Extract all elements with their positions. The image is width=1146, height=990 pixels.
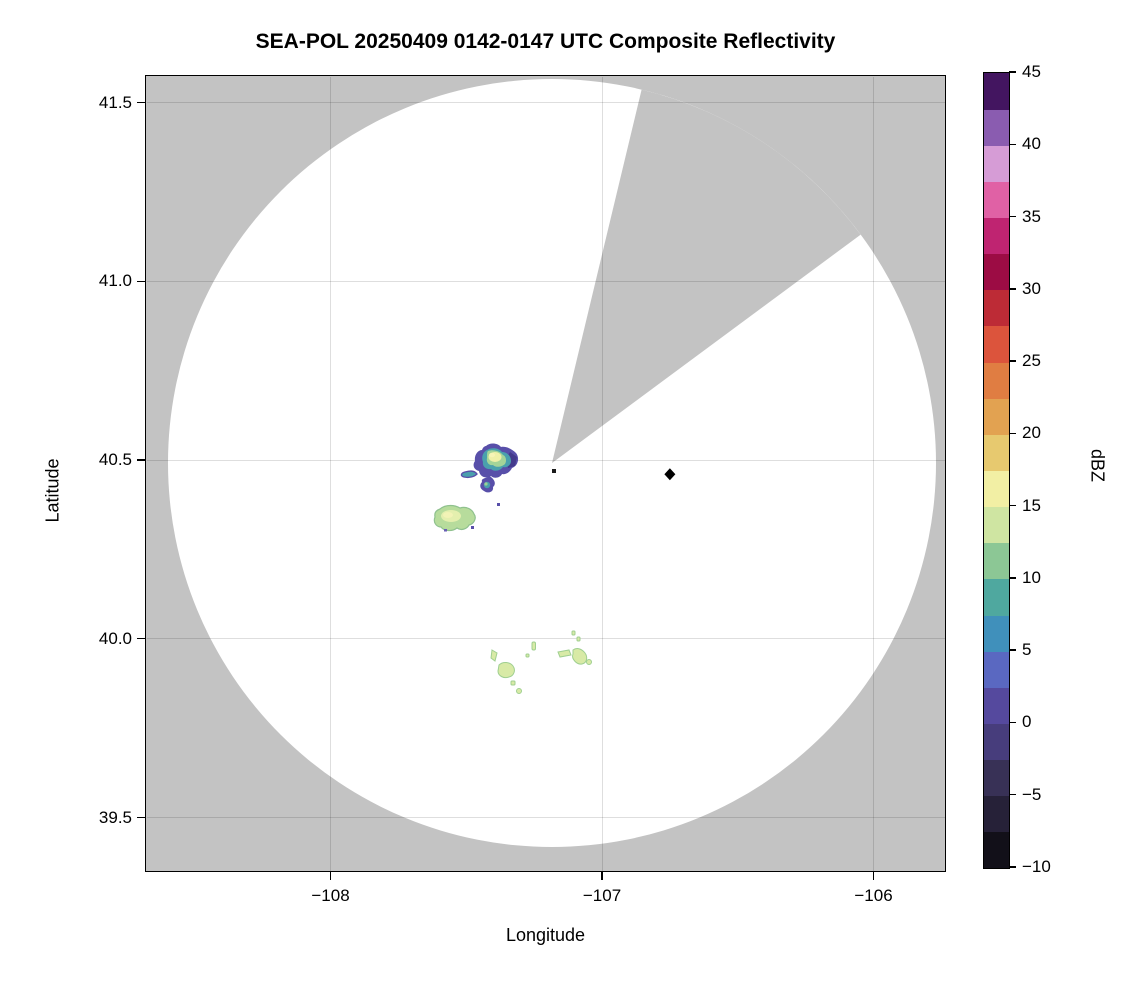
echo-second-cell	[433, 504, 476, 532]
colorbar-band	[984, 289, 1009, 327]
colorbar-tick-label: 15	[1022, 495, 1041, 515]
colorbar-tick	[1009, 504, 1016, 507]
colorbar-band	[984, 723, 1009, 761]
colorbar-tick-label: 35	[1022, 206, 1041, 226]
colorbar-band	[984, 578, 1009, 616]
y-tick	[137, 459, 145, 461]
colorbar-band	[984, 651, 1009, 688]
radar-site-dot	[552, 469, 556, 473]
colorbar-band	[984, 434, 1009, 471]
y-gridline	[146, 817, 945, 818]
diamond-marker	[664, 468, 676, 481]
colorbar-band	[984, 759, 1009, 797]
colorbar-band	[984, 615, 1009, 652]
colorbar-band	[984, 398, 1009, 435]
colorbar-tick	[1009, 215, 1016, 218]
x-tick	[872, 872, 875, 880]
y-tick-label: 39.5	[98, 807, 132, 827]
y-tick-label: 40.0	[98, 628, 132, 648]
colorbar-band	[984, 109, 1009, 146]
nodata-outside-ring	[145, 75, 946, 872]
echo-scattered-cluster	[490, 630, 592, 694]
y-tick	[137, 638, 145, 640]
y-tick-label: 40.5	[98, 450, 132, 469]
x-tick-label: −108	[311, 886, 350, 905]
colorbar-tick-label: 45	[1022, 62, 1041, 81]
colorbar-tick-label: 0	[1022, 712, 1032, 732]
colorbar-band	[984, 217, 1009, 255]
y-tick	[137, 816, 145, 819]
x-tick-label: −107	[582, 886, 622, 905]
colorbar-tick-label: 30	[1022, 278, 1041, 298]
y-tick-label: 41.0	[98, 271, 132, 291]
y-tick	[137, 280, 145, 282]
colorbar-band	[984, 325, 1009, 363]
x-gridline	[601, 76, 603, 871]
colorbar-tick	[1009, 360, 1016, 362]
colorbar-tick	[1009, 721, 1016, 724]
y-axis-label: Latitude	[42, 458, 63, 523]
colorbar-tick	[1009, 649, 1016, 651]
y-tick-label: 41.5	[98, 92, 132, 112]
colorbar-band	[984, 253, 1009, 291]
x-tick	[601, 872, 603, 880]
y-tick	[137, 101, 145, 104]
colorbar-tick-label: 5	[1022, 640, 1032, 660]
colorbar-tick-label: 25	[1022, 351, 1041, 371]
nodata-blocked-sector	[552, 89, 861, 463]
x-tick-label: −106	[854, 886, 893, 905]
y-gridline	[146, 102, 945, 103]
y-gridline	[146, 459, 945, 461]
echo-main-cell	[460, 443, 519, 506]
colorbar-band	[984, 181, 1009, 219]
y-gridline	[146, 280, 945, 282]
colorbar-band	[984, 831, 1009, 869]
y-gridline	[146, 638, 945, 640]
radar-echo-layer	[433, 443, 676, 694]
colorbar-tick	[1009, 866, 1016, 868]
colorbar	[983, 72, 1010, 869]
x-gridline	[330, 76, 331, 871]
colorbar-band	[984, 145, 1009, 182]
colorbar-band	[984, 795, 1009, 833]
colorbar-band	[984, 687, 1009, 724]
colorbar-tick-label: −5	[1022, 784, 1042, 804]
chart-title: SEA-POL 20250409 0142-0147 UTC Composite…	[255, 30, 836, 53]
colorbar-tick-label: 20	[1022, 423, 1041, 443]
colorbar-band	[984, 362, 1009, 399]
colorbar-tick-label: −10	[1022, 857, 1051, 876]
colorbar-tick	[1009, 71, 1016, 73]
colorbar-band	[984, 506, 1009, 544]
colorbar-band	[984, 470, 1009, 508]
colorbar-label: dBZ	[1087, 448, 1108, 482]
colorbar-tick	[1009, 432, 1016, 435]
colorbar-tick	[1009, 288, 1016, 290]
colorbar-tick-label: 40	[1022, 134, 1041, 154]
colorbar-band	[984, 542, 1009, 580]
colorbar-tick-label: 10	[1022, 567, 1041, 587]
x-tick	[329, 872, 332, 880]
colorbar-tick	[1009, 794, 1016, 796]
x-gridline	[873, 76, 874, 871]
colorbar-band	[984, 73, 1009, 110]
x-axis-label: Longitude	[505, 925, 586, 945]
colorbar-tick	[1009, 577, 1016, 579]
colorbar-tick	[1009, 143, 1016, 145]
radar-scan-background	[145, 75, 946, 872]
